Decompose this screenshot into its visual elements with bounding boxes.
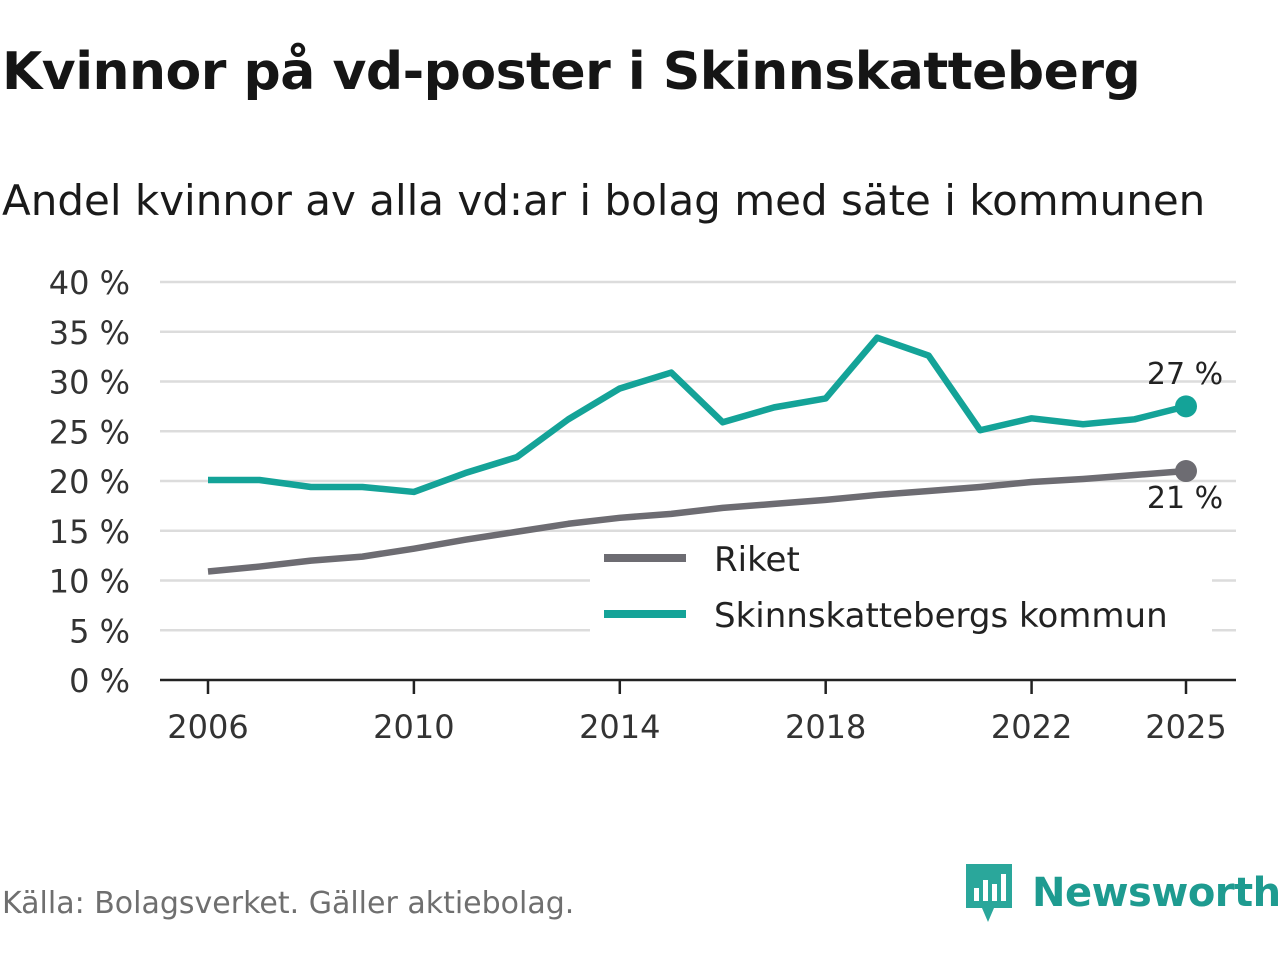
y-tick-label: 0 % [69,662,130,700]
x-tick-label: 2018 [785,708,866,746]
y-tick-label: 35 % [49,314,130,352]
x-tick-label: 2010 [373,708,454,746]
x-tick-label: 2006 [167,708,248,746]
x-axis-ticks: 2006 2010 2014 2018 2022 2025 [167,680,1227,746]
y-tick-label: 40 % [49,264,130,302]
y-tick-label: 10 % [49,563,130,601]
end-label-kommun: 27 % [1147,357,1223,392]
x-tick-label: 2014 [579,708,660,746]
x-tick-label: 2022 [991,708,1072,746]
series-lines [207,334,1197,575]
x-tick-label: 2025 [1145,708,1226,746]
newsworthy-logo-icon [966,864,1012,922]
end-labels: 27 % 21 % [1147,357,1223,516]
y-tick-label: 5 % [69,612,130,650]
series-line-kommun [208,334,1187,496]
chart-subtitle: Andel kvinnor av alla vd:ar i bolag med … [2,176,1206,225]
series-endpoint-kommun [1175,395,1197,418]
y-axis-tick-labels: 0 % 5 % 10 % 15 % 20 % 25 % 30 % 35 % 40 % [49,264,130,700]
y-tick-label: 20 % [49,463,130,501]
source-note: Källa: Bolagsverket. Gäller aktiebolag. [2,886,575,921]
brand-name: Newsworthy [1032,870,1280,916]
end-label-riket: 21 % [1147,481,1223,516]
legend-label-kommun: Skinnskattebergs kommun [714,596,1168,636]
chart-title: Kvinnor på vd-poster i Skinnskatteberg [2,42,1141,102]
y-tick-label: 25 % [49,413,130,451]
legend-background [590,532,1212,636]
newsworthy-brand: Newsworthy [964,862,1280,924]
legend: Riket Skinnskattebergs kommun [590,532,1212,636]
y-tick-label: 15 % [49,513,130,551]
series-endpoint-riket [1175,460,1197,483]
series-line-riket [207,467,1187,575]
legend-label-riket: Riket [714,540,800,580]
y-tick-label: 30 % [49,364,130,402]
